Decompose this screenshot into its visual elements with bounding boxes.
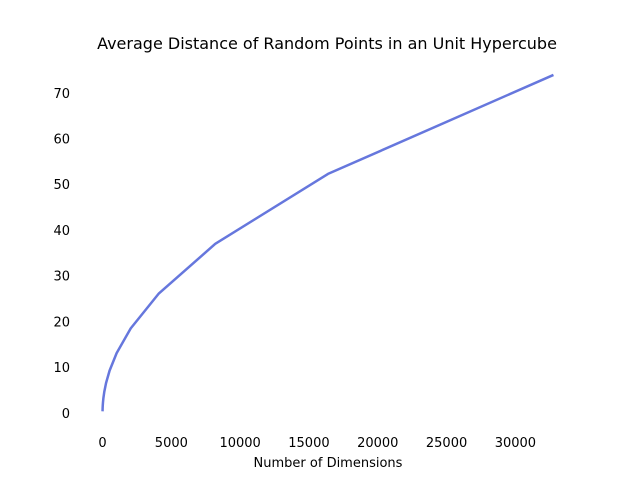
y-tick-label: 20 (53, 315, 70, 330)
x-tick-label: 5000 (155, 436, 188, 451)
x-tick-label: 25000 (426, 436, 467, 451)
y-tick-label: 50 (53, 178, 70, 193)
x-tick-label: 10000 (219, 436, 260, 451)
chart-title: Average Distance of Random Points in an … (97, 34, 557, 53)
x-tick-label: 30000 (495, 436, 536, 451)
x-tick-label: 15000 (288, 436, 329, 451)
series-line-0 (101, 73, 554, 412)
x-tick-label: 20000 (357, 436, 398, 451)
y-tick-label: 0 (62, 407, 70, 422)
y-tick-label: 40 (53, 224, 70, 239)
x-axis-label: Number of Dimensions (254, 456, 403, 471)
x-axis: 0 5000 10000 15000 20000 25000 30000 (98, 436, 536, 451)
y-tick-label: 60 (53, 132, 70, 147)
y-tick-label: 30 (53, 270, 70, 285)
y-axis: 0 10 20 30 40 50 60 70 (53, 87, 70, 422)
x-tick-label: 0 (98, 436, 106, 451)
y-tick-label: 10 (53, 361, 70, 376)
y-tick-label: 70 (53, 87, 70, 102)
plot-area (101, 73, 554, 412)
